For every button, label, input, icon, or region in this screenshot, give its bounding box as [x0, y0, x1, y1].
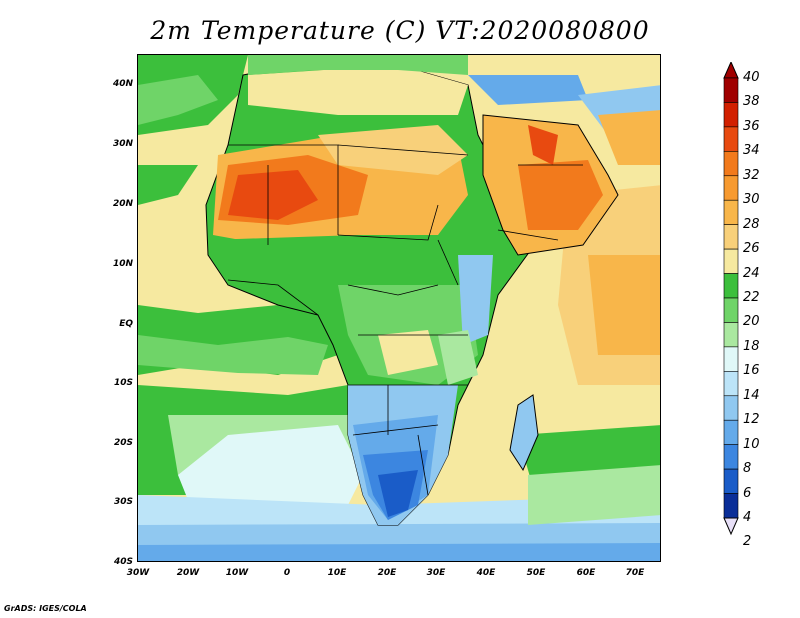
colorbar-segment — [723, 346, 739, 372]
lon-tick-30w: 30W — [126, 568, 150, 578]
colorbar-segment — [723, 322, 739, 348]
lat-tick-10s: 10S — [113, 378, 133, 388]
lat-tick-10n: 10N — [112, 259, 133, 269]
country-borders — [227, 144, 583, 496]
colorbar-label: 16 — [743, 363, 760, 379]
lat-tick-30n: 30N — [112, 139, 133, 149]
colorbar-label: 22 — [743, 290, 760, 305]
mesopotamia-hot — [528, 125, 558, 165]
lat-tick-20n: 20N — [112, 199, 133, 209]
colorbar-segment — [723, 468, 739, 494]
sahel-band — [208, 235, 468, 285]
colorbar-segment — [723, 444, 739, 470]
congo-warm-patch — [378, 330, 438, 375]
lon-tick-20w: 20W — [176, 568, 200, 578]
colorbar-segment — [723, 77, 739, 103]
colorbar-segment — [723, 175, 739, 201]
colorbar-label: 20 — [743, 314, 760, 330]
colorbar-label: 4 — [743, 510, 752, 525]
colorbar-top-arrow — [723, 62, 739, 79]
colorbar-segment — [723, 395, 739, 421]
lat-tick-40n: 40N — [112, 79, 133, 89]
north-sahara-band — [318, 125, 468, 175]
south-indian-pale — [528, 465, 660, 525]
colorbar-label: 2 — [743, 534, 752, 550]
lon-tick-60e: 60E — [576, 568, 596, 578]
colorbar-label: 12 — [743, 412, 760, 428]
colorbar-svg — [723, 62, 739, 536]
lat-tick-eq: EQ — [119, 319, 133, 329]
colorbar-segment — [723, 297, 739, 323]
colorbar-label: 8 — [743, 461, 752, 477]
east-africa-lakes — [438, 330, 478, 385]
colorbar-bottom-arrow — [723, 517, 739, 536]
lat-tick-20s: 20S — [113, 438, 133, 448]
colorbar-label: 30 — [743, 192, 760, 208]
colorbar-segment — [723, 419, 739, 445]
lat-tick-30s: 30S — [113, 497, 133, 507]
canary-band — [138, 165, 198, 205]
colorbar-segment — [723, 371, 739, 397]
southern-ocean-deep — [138, 543, 660, 561]
sahara-hotspot — [228, 170, 318, 220]
equatorial-atlantic-cool — [138, 335, 328, 375]
colorbar-label: 34 — [743, 143, 760, 159]
lon-tick-70e: 70E — [625, 568, 645, 578]
lon-tick-40e: 40E — [476, 568, 496, 578]
lon-tick-10e: 10E — [327, 568, 347, 578]
colorbar-label: 32 — [743, 167, 760, 183]
colorbar-label: 36 — [743, 118, 760, 134]
anatolia-cool — [468, 75, 588, 105]
colorbar-label: 14 — [743, 387, 760, 403]
lon-tick-0: 0 — [283, 568, 291, 578]
map-canvas — [138, 55, 660, 561]
colorbar-segment — [723, 273, 739, 299]
madagascar — [509, 394, 539, 472]
colorbar-segment — [723, 151, 739, 177]
lon-tick-20e: 20E — [377, 568, 397, 578]
colorbar-segment — [723, 199, 739, 225]
colorbar-label: 24 — [743, 265, 760, 281]
colorbar-segment — [723, 126, 739, 152]
colorbar-label: 28 — [743, 216, 760, 232]
arabian-sea-warmer — [588, 255, 660, 355]
colorbar-segment — [723, 224, 739, 250]
colorbar-segment — [723, 248, 739, 274]
colorbar-label: 18 — [743, 338, 760, 354]
colorbar — [720, 62, 800, 562]
colorbar-segment — [723, 493, 739, 519]
colorbar-label: 38 — [743, 94, 760, 110]
colorbar-label: 40 — [743, 70, 760, 85]
map-title: 2m Temperature (C) VT:2020080800 — [150, 16, 650, 45]
north-atlantic-band-cool — [138, 75, 218, 125]
colorbar-label: 10 — [743, 436, 760, 452]
mediterranean-coast — [248, 65, 468, 115]
credit-text: GrADS: IGES/COLA — [4, 604, 87, 613]
temperature-map — [137, 54, 661, 562]
arabia-hot — [518, 160, 603, 230]
colorbar-segment — [723, 102, 739, 128]
lat-tick-40s: 40S — [113, 557, 133, 567]
lon-tick-10w: 10W — [225, 568, 249, 578]
lon-tick-30e: 30E — [426, 568, 446, 578]
southern-europe — [248, 55, 468, 75]
south-africa-coldest — [378, 470, 418, 517]
colorbar-label: 6 — [743, 485, 752, 501]
colorbar-label: 26 — [743, 241, 760, 257]
iran-south-warm — [598, 110, 660, 165]
ethiopian-highlands — [458, 255, 493, 345]
lon-tick-50e: 50E — [526, 568, 546, 578]
